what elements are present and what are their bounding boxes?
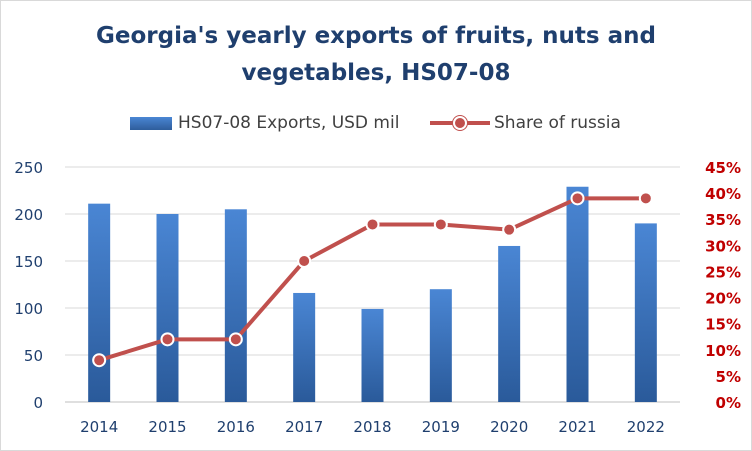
- y-left-tick-label: 150: [14, 253, 43, 271]
- y-right-tick-label: 5%: [716, 368, 741, 386]
- axes: 0 50 100 150 200 250 0% 5% 10% 15% 20% 25% 30% 35% 40%…: [14, 159, 741, 436]
- x-tick-label: 2019: [422, 418, 460, 436]
- y-right-tick-label: 15%: [705, 316, 741, 334]
- legend-label-exports: HS07-08 Exports, USD mil: [178, 113, 400, 133]
- share-point: [297, 254, 312, 268]
- share-point: [160, 332, 175, 347]
- x-tick-label: 2020: [490, 418, 528, 436]
- legend-line-swatch: [430, 116, 490, 130]
- y-right-tick-label: 25%: [705, 263, 741, 281]
- y-left-tick-label: 250: [14, 159, 43, 177]
- share-point: [365, 217, 380, 232]
- bar: [634, 223, 657, 402]
- bar: [361, 308, 384, 402]
- x-tick-label: 2014: [80, 418, 118, 436]
- legend-label-share: Share of russia: [494, 113, 621, 133]
- legend-item-exports: HS07-08 Exports, USD mil: [130, 108, 399, 138]
- bar-series: [88, 186, 657, 402]
- share-point: [638, 191, 653, 206]
- share-point: [502, 222, 517, 237]
- bar: [498, 245, 521, 402]
- bar: [293, 292, 316, 402]
- y-left-tick-label: 200: [14, 206, 43, 224]
- chart-title: Georgia's yearly exports of fruits, nuts…: [0, 18, 752, 92]
- line-series: [92, 191, 653, 368]
- legend-bar-swatch: [130, 116, 172, 130]
- x-tick-label: 2016: [217, 418, 255, 436]
- x-tick-label: 2021: [558, 418, 596, 436]
- x-tick-label: 2017: [285, 418, 323, 436]
- x-tick-label: 2022: [627, 418, 665, 436]
- chart-title-line-2: vegetables, HS07-08: [241, 60, 511, 86]
- y-right-tick-label: 45%: [705, 159, 741, 177]
- y-right-tick-label: 40%: [705, 185, 741, 203]
- y-right-tick-label: 0%: [716, 394, 741, 412]
- y-right-tick-label: 35%: [705, 211, 741, 229]
- y-right-tick-label: 30%: [705, 237, 741, 255]
- y-left-tick-label: 100: [14, 300, 43, 318]
- y-right-tick-label: 10%: [705, 342, 741, 360]
- legend-item-share: Share of russia: [430, 108, 621, 138]
- bar: [429, 289, 452, 402]
- y-left-tick-label: 0: [33, 394, 43, 412]
- y-left-tick-label: 50: [24, 347, 43, 365]
- x-tick-label: 2018: [353, 418, 391, 436]
- share-point: [92, 353, 107, 368]
- chart-title-line-1: Georgia's yearly exports of fruits, nuts…: [96, 23, 656, 49]
- share-point: [228, 332, 243, 347]
- share-point: [570, 191, 585, 206]
- bar: [88, 203, 111, 402]
- chart-legend: HS07-08 Exports, USD mil Share of russia: [0, 108, 752, 138]
- bar: [566, 186, 589, 402]
- bar: [156, 214, 179, 402]
- bar: [224, 209, 247, 402]
- x-tick-label: 2015: [148, 418, 186, 436]
- y-right-tick-label: 20%: [705, 290, 741, 308]
- share-point: [433, 217, 448, 232]
